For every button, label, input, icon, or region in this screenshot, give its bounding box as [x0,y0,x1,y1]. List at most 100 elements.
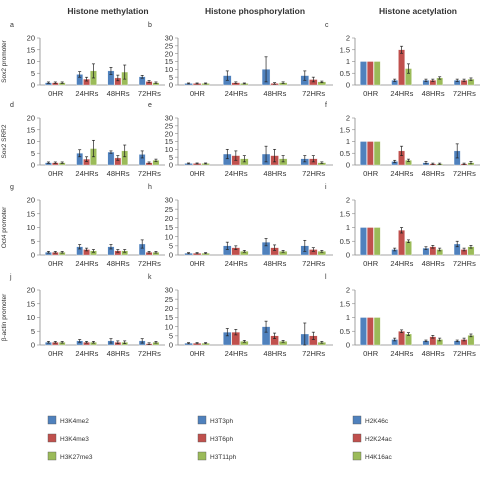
y-tick-label: 5 [31,327,35,336]
panel-letter: g [10,184,14,191]
y-tick-label: 10 [27,223,35,232]
y-tick-label: 25 [165,121,173,130]
x-tick-label: 48HRs [422,349,445,358]
panel-letter: k [148,274,152,281]
y-tick-label: 1 [346,57,350,66]
chart-panel-j: j 0 5 10 15 20 0HR 24HRs 48HRs 72HRs [9,274,165,358]
y-tick-label: 15 [165,223,173,232]
legend-swatch [352,433,362,443]
x-tick-label: 48HRs [107,259,130,268]
legend-swatch [197,415,207,425]
y-tick-label: 0.5 [340,149,350,158]
y-tick-label: 15 [27,209,35,218]
y-tick-label: 20 [27,114,35,123]
y-tick-label: 0.5 [340,327,350,336]
row-label: Sox2 SRR2 [1,124,8,158]
legend-swatch [352,451,362,461]
legend-label: H2K24ac [365,436,392,443]
bar [360,317,367,346]
x-tick-label: 48HRs [263,169,286,178]
x-tick-label: 24HRs [75,259,98,268]
x-tick-label: 72HRs [138,169,161,178]
y-tick-label: 15 [27,299,35,308]
chart-panel-d: d 0 5 10 15 20 0HR 24HRs 48HRs 72HRs [10,102,165,178]
x-tick-label: 24HRs [75,89,98,98]
y-tick-label: 10 [165,65,173,74]
chart-panel-c: c 0 0.5 1 1.5 2 0HR 24HRs 48HRs 72HRs [325,22,480,98]
y-tick-label: 2 [346,196,350,205]
y-tick-label: 15 [165,137,173,146]
y-tick-label: 25 [165,205,173,214]
legend-label: H3K4me2 [60,418,89,425]
bar [360,227,367,256]
x-tick-label: 48HRs [263,89,286,98]
y-tick-label: 0 [169,341,173,350]
y-tick-label: 0 [346,251,350,260]
y-tick-label: 0 [31,251,35,260]
y-tick-label: 0 [169,81,173,90]
y-tick-label: 10 [27,137,35,146]
legend-swatch [47,451,57,461]
x-tick-label: 0HR [48,89,64,98]
bar [367,227,374,256]
y-tick-label: 0 [31,341,35,350]
column-title: Histone acetylation [379,6,457,16]
chart-panel-f: f 0 0.5 1 1.5 2 0HR 24HRs 48HRs 72HRs [325,102,480,178]
x-tick-label: 72HRs [453,259,476,268]
y-tick-label: 2 [346,286,350,295]
x-tick-label: 0HR [363,169,379,178]
row-labels: Sox2 promoter Sox2 SRR2 Oct4 promoter β-act… [1,39,8,341]
panel-letter: b [148,22,152,29]
x-tick-label: 72HRs [302,169,325,178]
x-tick-label: 0HR [190,349,206,358]
x-tick-label: 48HRs [422,89,445,98]
y-tick-label: 0 [346,81,350,90]
chart-panel-l: l 0 0.5 1 1.5 2 0HR 24HRs 48HRs 72HRs [325,274,480,358]
panel-letter: c [325,22,329,29]
panel-letter: a [10,22,14,29]
x-tick-label: 72HRs [302,89,325,98]
x-tick-label: 0HR [48,349,64,358]
x-tick-label: 48HRs [263,349,286,358]
x-tick-label: 24HRs [75,169,98,178]
y-tick-label: 1.5 [340,209,350,218]
x-tick-label: 24HRs [225,89,248,98]
panel-letter: l [325,274,327,281]
x-tick-label: 24HRs [390,169,413,178]
y-tick-label: 1 [346,223,350,232]
bar [373,141,381,166]
row-label: Sox2 promoter [1,39,8,82]
y-tick-label: 20 [27,286,35,295]
y-tick-label: 1 [346,313,350,322]
y-tick-label: 0 [169,161,173,170]
x-tick-label: 72HRs [453,169,476,178]
y-tick-label: 2 [346,114,350,123]
y-tick-label: 20 [27,196,35,205]
bar [367,317,374,346]
y-tick-label: 20 [165,304,173,313]
legend-label: H2K46c [365,418,389,425]
legend-swatch [352,415,362,425]
y-tick-label: 15 [165,313,173,322]
bar [373,61,381,86]
y-tick-label: 0 [169,251,173,260]
legend-label: H4K16ac [365,454,392,461]
x-tick-label: 24HRs [390,89,413,98]
legend-swatch [47,415,57,425]
y-tick-label: 20 [165,214,173,223]
x-tick-label: 72HRs [138,89,161,98]
y-tick-label: 20 [27,34,35,43]
legend: H3K4me2 H3K4me3 H3K27me3 H3T3ph H3T6ph H3T11p… [47,415,392,461]
y-tick-label: 15 [27,125,35,134]
chart-panel-i: i 0 0.5 1 1.5 2 0HR 24HRs 48HRs 72HRs [325,184,480,268]
legend-label: H3T3ph [210,418,234,425]
y-tick-label: 10 [165,145,173,154]
column-titles: Histone methylation Histone phosphorylati… [67,6,457,16]
y-tick-label: 10 [165,232,173,241]
y-tick-label: 10 [27,57,35,66]
